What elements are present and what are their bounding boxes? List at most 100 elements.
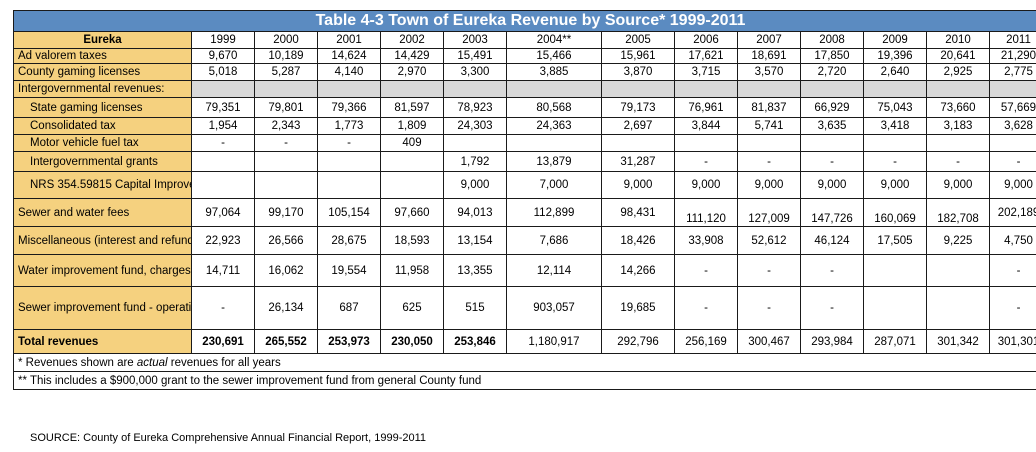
row-label: Total revenues [13, 329, 192, 354]
table-cell: 15,491 [443, 48, 507, 64]
table-cell: - [989, 286, 1036, 330]
footnote-text: revenues for all years [167, 356, 281, 369]
table-cell: 16,062 [254, 254, 318, 287]
table-row: Total revenues 230,691 265,552 253,973 230,0… [13, 329, 1036, 354]
table-cell: - [737, 254, 801, 287]
table-cell: 15,466 [506, 48, 602, 64]
table-cell: 3,635 [800, 117, 864, 135]
table-cell: 14,429 [380, 48, 444, 64]
footnote-emphasis: actual [136, 356, 168, 369]
row-label: Sewer and water fees [13, 198, 192, 227]
table-cell: 1,180,917 [506, 329, 602, 354]
table-cell: 17,850 [800, 48, 864, 64]
table-cell: 19,396 [863, 48, 927, 64]
table-cell [317, 171, 381, 199]
table-cell [863, 80, 927, 98]
table-cell: 287,071 [863, 329, 927, 354]
table-cell [863, 134, 927, 152]
table-cell: 301,301 [989, 329, 1036, 354]
table-cell [863, 286, 927, 330]
table-cell: 5,741 [737, 117, 801, 135]
table-cell: 11,958 [380, 254, 444, 287]
table-cell: 2,343 [254, 117, 318, 135]
row-label: Intergovernmental revenues: [13, 80, 192, 98]
table-cell: 253,846 [443, 329, 507, 354]
table-cell [380, 151, 444, 172]
table-cell: 26,134 [254, 286, 318, 330]
table-cell: 4,140 [317, 63, 381, 81]
table-cell: 2,970 [380, 63, 444, 81]
table-cell: 2,697 [601, 117, 675, 135]
table-cell: 79,173 [601, 97, 675, 118]
row-label: State gaming licenses [13, 97, 192, 118]
table-cell [800, 134, 864, 152]
year-header: 1999 [191, 31, 255, 49]
table-cell: 292,796 [601, 329, 675, 354]
table-row: Intergovernmental revenues: [13, 80, 1036, 98]
year-header: 2003 [443, 31, 507, 49]
table-cell [317, 151, 381, 172]
footnote-grant: ** This includes a $900,000 grant to the… [13, 371, 1036, 390]
row-label: County gaming licenses [13, 63, 192, 81]
table-cell: - [989, 151, 1036, 172]
table-cell: 17,621 [674, 48, 738, 64]
table-cell: 76,961 [674, 97, 738, 118]
table-cell: 687 [317, 286, 381, 330]
table-cell: 256,169 [674, 329, 738, 354]
note-row: ** This includes a $900,000 grant to the… [13, 371, 1036, 390]
row-label: Consolidated tax [13, 117, 192, 135]
table-cell: - [674, 254, 738, 287]
table-cell: 147,726 [800, 198, 864, 227]
table-cell: 14,266 [601, 254, 675, 287]
table-cell: - [191, 286, 255, 330]
table-cell: 31,287 [601, 151, 675, 172]
table-cell [317, 80, 381, 98]
table-cell [601, 80, 675, 98]
table-cell: 15,961 [601, 48, 675, 64]
table-cell: 24,363 [506, 117, 602, 135]
table-cell: 127,009 [737, 198, 801, 227]
year-header: 2011 [989, 31, 1036, 49]
table-cell: 9,670 [191, 48, 255, 64]
table-cell: 19,554 [317, 254, 381, 287]
table-cell: 78,923 [443, 97, 507, 118]
year-header: 2001 [317, 31, 381, 49]
table-row: NRS 354.59815 Capital Improvement9,0007,… [13, 171, 1036, 199]
table-cell [191, 80, 255, 98]
table-cell: 903,057 [506, 286, 602, 330]
table-cell: 18,691 [737, 48, 801, 64]
note-row: * Revenues shown are actual revenues for… [13, 353, 1036, 372]
year-header: 2008 [800, 31, 864, 49]
table-cell: - [989, 254, 1036, 287]
table-cell: 33,908 [674, 226, 738, 255]
table-cell [254, 80, 318, 98]
table-cell: 13,154 [443, 226, 507, 255]
table-cell: 3,300 [443, 63, 507, 81]
table-cell: 73,660 [926, 97, 990, 118]
table-cell: 81,597 [380, 97, 444, 118]
table-cell [989, 80, 1036, 98]
year-header: 2006 [674, 31, 738, 49]
year-header: 2009 [863, 31, 927, 49]
table-row: Motor vehicle fuel tax - - -409 [13, 134, 1036, 152]
year-header: 2010 [926, 31, 990, 49]
table-cell: 1,792 [443, 151, 507, 172]
table-cell: 9,000 [863, 171, 927, 199]
table-cell: - [317, 134, 381, 152]
table-cell: - [737, 286, 801, 330]
table-cell: 3,418 [863, 117, 927, 135]
table-cell: 10,189 [254, 48, 318, 64]
table-cell [926, 134, 990, 152]
table-cell: - [926, 151, 990, 172]
table-cell [191, 171, 255, 199]
table-row: Sewer improvement fund - operating trans… [13, 286, 1036, 330]
table-cell [737, 80, 801, 98]
table-cell: 3,570 [737, 63, 801, 81]
table-cell: 409 [380, 134, 444, 152]
table-cell: 18,593 [380, 226, 444, 255]
table-cell: 66,929 [800, 97, 864, 118]
table-cell: 97,660 [380, 198, 444, 227]
table-cell: 79,801 [254, 97, 318, 118]
row-label: NRS 354.59815 Capital Improvement [13, 171, 192, 199]
table-cell: 1,809 [380, 117, 444, 135]
